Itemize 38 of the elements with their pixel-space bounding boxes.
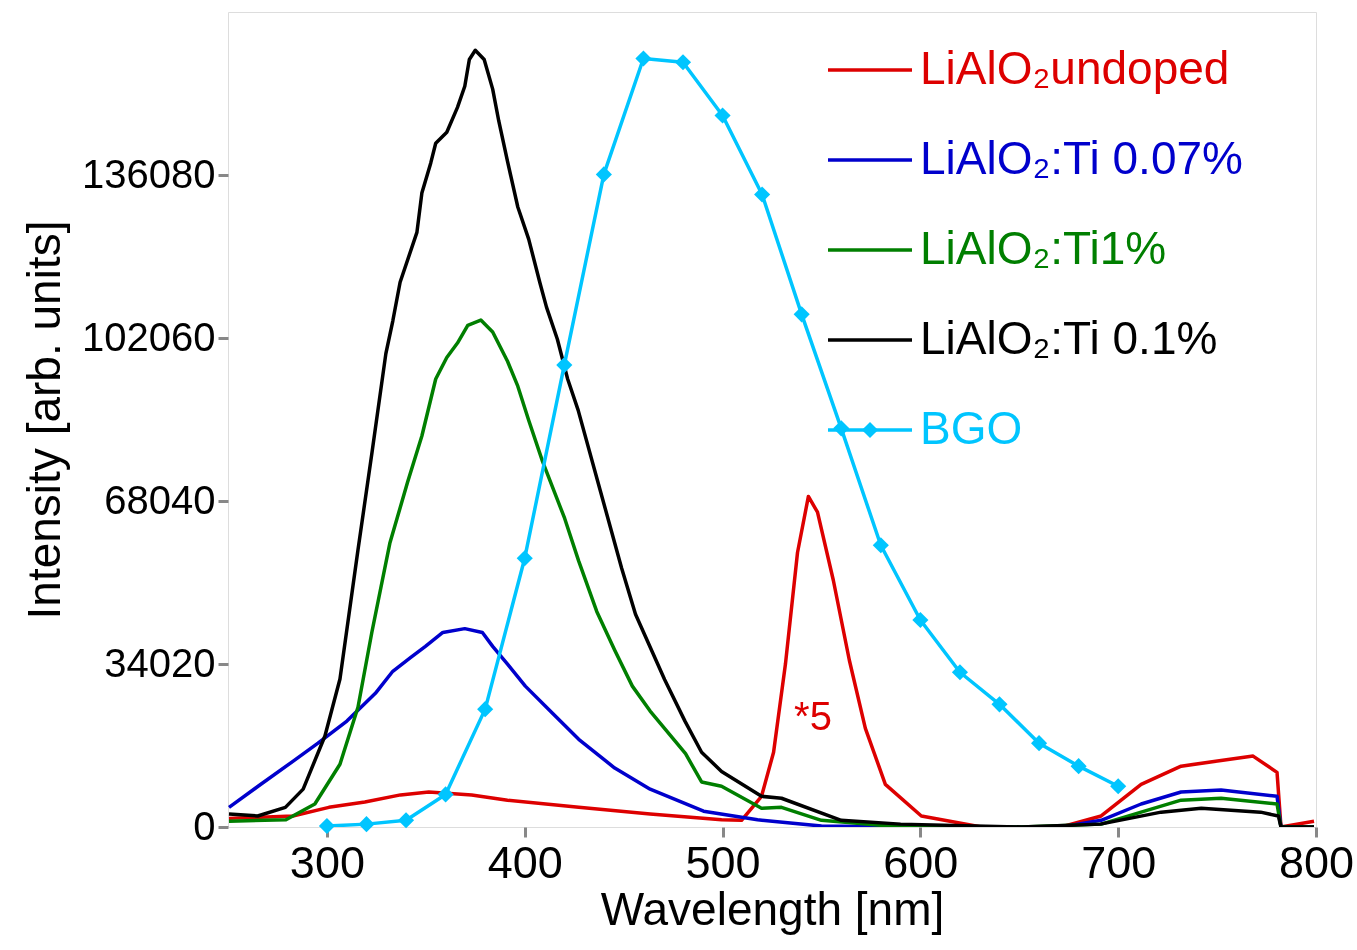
y-tick-label: 68040 [104, 477, 216, 522]
line-series [228, 494, 1316, 827]
point [477, 701, 494, 718]
y-tick-label: 34020 [104, 640, 216, 685]
point [635, 50, 652, 67]
point [1110, 778, 1127, 795]
y-tick-label: 102060 [82, 314, 216, 359]
legend-label: LiAlO₂:Ti 0.1% [920, 312, 1218, 364]
point [991, 696, 1008, 713]
legend-label: LiAlO₂undoped [920, 42, 1230, 94]
point [1070, 758, 1087, 775]
point [318, 817, 335, 835]
x-tick-label: 300 [289, 836, 365, 888]
point [951, 664, 968, 681]
line-series [228, 48, 1316, 827]
point [516, 550, 533, 567]
legend-label: LiAlO₂:Ti 0.07% [920, 132, 1243, 184]
y-tick-label: 136080 [82, 151, 216, 196]
point [595, 166, 612, 183]
point [793, 306, 810, 323]
point [674, 54, 692, 71]
y-tick-label: 0 [193, 803, 216, 848]
point [556, 357, 573, 374]
point [912, 611, 929, 629]
point [397, 812, 415, 829]
x-tick-label: 700 [1081, 836, 1157, 888]
legend-label: BGO [920, 402, 1023, 454]
point [872, 537, 889, 554]
annotation: *5 [794, 694, 832, 738]
point [754, 186, 771, 203]
point [714, 107, 731, 124]
point [437, 786, 454, 803]
legend-label: LiAlO₂:Ti1% [920, 222, 1167, 274]
y-axis-title: Intensity [arb. units] [18, 220, 71, 620]
x-tick-label: 400 [487, 836, 563, 888]
point [358, 816, 375, 833]
point [1030, 735, 1048, 752]
x-tick-label: 800 [1278, 836, 1355, 888]
